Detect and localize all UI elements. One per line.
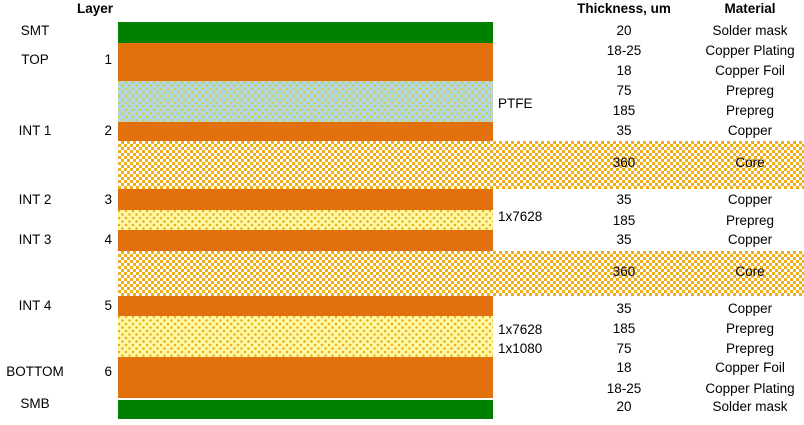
bar-ptfe-prepreg bbox=[118, 81, 493, 122]
material-value: Core bbox=[735, 264, 765, 279]
bar-core-2 bbox=[118, 251, 804, 296]
layer-number-int3: 4 bbox=[104, 232, 112, 247]
annotation-ptfe: PTFE bbox=[498, 96, 533, 111]
material-value: Copper Plating bbox=[705, 43, 795, 58]
layer-number-int4: 5 bbox=[104, 298, 112, 313]
material-value: Solder mask bbox=[712, 23, 788, 38]
bar-copper-int4 bbox=[118, 296, 493, 316]
layer-number-int1: 2 bbox=[104, 123, 112, 138]
layer-number-int2: 3 bbox=[104, 192, 112, 207]
bar-solder-mask-top bbox=[118, 22, 493, 43]
material-value: Copper bbox=[727, 232, 773, 247]
material-value: Core bbox=[735, 155, 765, 170]
annotation-1x7628-a: 1x7628 bbox=[498, 209, 543, 224]
layer-name-int1: INT 1 bbox=[18, 123, 52, 138]
material-value: Copper bbox=[727, 123, 773, 138]
layer-name-smt: SMT bbox=[20, 23, 50, 38]
thickness-value: 185 bbox=[612, 103, 636, 118]
bar-prepreg-1 bbox=[118, 210, 493, 230]
thickness-value: 360 bbox=[612, 155, 636, 170]
thickness-value: 18 bbox=[616, 360, 632, 375]
layer-column-header: Layer bbox=[76, 1, 114, 16]
layer-name-int4: INT 4 bbox=[18, 298, 52, 313]
material-value: Copper bbox=[727, 192, 773, 207]
thickness-value: 185 bbox=[612, 321, 636, 336]
material-value: Copper Plating bbox=[705, 381, 795, 396]
material-value: Prepreg bbox=[725, 83, 775, 98]
thickness-value: 18 bbox=[616, 63, 632, 78]
bar-copper-top bbox=[118, 43, 493, 81]
layer-name-bottom: BOTTOM bbox=[6, 364, 64, 379]
layer-name-top: TOP bbox=[21, 52, 49, 67]
bar-copper-int2 bbox=[118, 189, 493, 210]
thickness-value: 20 bbox=[616, 399, 632, 414]
layer-name-int3: INT 3 bbox=[18, 232, 52, 247]
thickness-value: 360 bbox=[612, 264, 636, 279]
thickness-value: 75 bbox=[616, 341, 632, 356]
material-value: Prepreg bbox=[725, 103, 775, 118]
thickness-value: 18-25 bbox=[606, 381, 642, 396]
bar-core-1 bbox=[118, 141, 804, 189]
material-value: Prepreg bbox=[725, 341, 775, 356]
material-value: Copper Foil bbox=[715, 360, 785, 375]
thickness-value: 35 bbox=[616, 232, 632, 247]
bar-prepreg-2 bbox=[118, 316, 493, 357]
thickness-value: 35 bbox=[616, 123, 632, 138]
material-value: Copper Foil bbox=[715, 63, 785, 78]
bar-copper-int3 bbox=[118, 230, 493, 251]
material-value: Copper bbox=[727, 301, 773, 316]
layer-name-smb: SMB bbox=[20, 396, 50, 411]
material-value: Prepreg bbox=[725, 321, 775, 336]
annotation-1x7628-b: 1x7628 bbox=[498, 322, 543, 337]
bar-copper-bottom bbox=[118, 357, 493, 398]
material-value: Prepreg bbox=[725, 213, 775, 228]
bar-solder-mask-bottom bbox=[118, 400, 493, 419]
thickness-value: 75 bbox=[616, 83, 632, 98]
material-value: Solder mask bbox=[712, 399, 788, 414]
thickness-value: 18-25 bbox=[606, 43, 642, 58]
layer-number-bottom: 6 bbox=[104, 364, 112, 379]
thickness-value: 35 bbox=[616, 192, 632, 207]
layer-name-int2: INT 2 bbox=[18, 192, 52, 207]
thickness-value: 185 bbox=[612, 213, 636, 228]
layer-number-top: 1 bbox=[104, 52, 112, 67]
thickness-value: 35 bbox=[616, 301, 632, 316]
bar-copper-int1 bbox=[118, 122, 493, 141]
thickness-value: 20 bbox=[616, 23, 632, 38]
material-column-header: Material bbox=[724, 1, 776, 16]
thickness-column-header: Thickness, um bbox=[577, 1, 671, 16]
annotation-1x1080: 1x1080 bbox=[498, 341, 543, 356]
